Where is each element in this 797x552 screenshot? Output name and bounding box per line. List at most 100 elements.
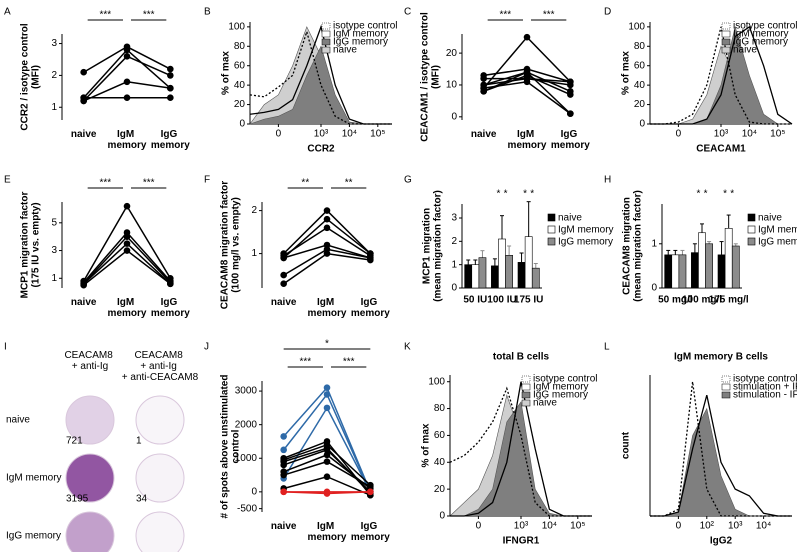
x-tick-label: IgG memory xyxy=(351,521,390,543)
y-tick-label: 1 xyxy=(651,238,657,249)
donor-point xyxy=(523,68,531,76)
panel-letter: A xyxy=(4,7,11,18)
bar xyxy=(724,228,733,289)
legend-label: IgG memory xyxy=(558,237,613,248)
donor-point xyxy=(167,84,174,92)
donor-point xyxy=(323,207,331,214)
significance-label: ** xyxy=(345,178,353,189)
y-tick-label: 1 xyxy=(51,102,57,113)
panel-letter: L xyxy=(604,342,610,353)
y-tick-label: 1 xyxy=(51,273,57,284)
y-tick-label: 80 xyxy=(234,41,246,52)
y-tick-label: 2000 xyxy=(235,419,258,430)
donor-point xyxy=(567,110,574,117)
legend-label: IgM memory xyxy=(733,29,789,40)
donor-point xyxy=(367,483,374,491)
bar xyxy=(498,238,506,289)
bar xyxy=(664,254,673,289)
panel-letter: J xyxy=(204,342,209,353)
y-tick-label: 60 xyxy=(434,430,446,441)
y-tick-label: 20 xyxy=(234,99,246,110)
y-tick-label: 2 xyxy=(51,70,57,81)
legend-swatch xyxy=(721,391,731,399)
x-tick-label: 175 mg/l xyxy=(709,295,749,306)
x-tick-label: 0 xyxy=(676,129,682,140)
well xyxy=(65,395,115,445)
spot-count: 1 xyxy=(136,436,142,447)
legend-label: naive xyxy=(758,213,782,224)
y-axis-label: control xyxy=(231,429,242,463)
legend-swatch xyxy=(747,225,756,234)
x-tick-label: 10⁵ xyxy=(370,129,385,140)
x-axis-label: CEACAM1 xyxy=(696,144,746,155)
x-tick-label: 10⁴ xyxy=(542,521,557,532)
y-tick-label: 0 xyxy=(439,511,445,522)
x-tick-label: IgM memory xyxy=(108,129,147,151)
y-axis-label: CEACAM8 migration xyxy=(622,197,633,295)
donor-point xyxy=(323,488,331,496)
donor-point xyxy=(367,488,374,496)
donor-point xyxy=(123,46,131,54)
y-tick-label: 20 xyxy=(434,484,446,495)
donor-point xyxy=(323,384,331,392)
y-tick-label: 0 xyxy=(239,119,245,130)
legend-swatch xyxy=(321,38,331,46)
x-tick-label: IgM memory xyxy=(308,297,347,319)
donor-point xyxy=(280,446,287,454)
bar xyxy=(478,257,487,289)
legend-swatch xyxy=(521,383,531,391)
donor-point xyxy=(323,224,331,232)
x-tick-label: IgM memory xyxy=(308,521,347,543)
donor-point xyxy=(123,240,131,247)
x-tick-label: 50 IU xyxy=(463,295,487,306)
legend-swatch xyxy=(547,237,556,246)
y-tick-label: 40 xyxy=(234,80,246,91)
legend-swatch xyxy=(747,213,756,222)
donor-point xyxy=(123,202,131,210)
y-tick-label: 1 xyxy=(451,259,457,270)
significance-label: * xyxy=(530,189,534,200)
donor-point xyxy=(123,247,131,254)
legend-label: IgG memory xyxy=(533,390,588,401)
y-axis-label: (mean migration factor) xyxy=(433,190,444,302)
donor-point xyxy=(280,488,287,496)
donor-point xyxy=(167,65,174,73)
legend-swatch xyxy=(721,383,731,391)
x-tick-label: 0 xyxy=(676,521,682,532)
x-tick-label: 10³ xyxy=(714,129,729,140)
bar xyxy=(691,252,699,289)
y-axis-label: CEACAM1 / isotype control xyxy=(420,12,431,142)
bar xyxy=(705,243,713,289)
legend-swatch xyxy=(321,30,331,38)
legend-label: naive xyxy=(533,398,557,409)
x-tick-label: IgM memory xyxy=(508,129,547,151)
significance-label: *** xyxy=(343,357,355,368)
well xyxy=(135,395,185,445)
x-tick-label: 10⁵ xyxy=(570,521,585,532)
donor-point xyxy=(523,78,531,86)
histogram-curve xyxy=(249,29,392,125)
y-tick-label: 80 xyxy=(434,403,446,414)
donor-point xyxy=(523,33,531,41)
y-axis-label: MCP1 migration factor xyxy=(20,192,31,299)
legend-label: IgM memory xyxy=(333,29,389,40)
well xyxy=(65,511,115,552)
y-tick-label: 10 xyxy=(446,80,458,91)
donor-point xyxy=(80,94,87,102)
donor-point xyxy=(280,471,287,479)
donor-point xyxy=(280,271,287,279)
x-tick-label: 0 xyxy=(476,521,482,532)
y-tick-label: 3 xyxy=(51,245,57,256)
significance-label: * xyxy=(704,189,708,200)
bar xyxy=(698,232,706,289)
legend-label: isotype control xyxy=(533,374,597,385)
y-tick-label: 1 xyxy=(251,248,257,259)
y-axis-label: % of max xyxy=(221,51,232,95)
row-label: IgG memory xyxy=(6,531,61,542)
panel-letter: B xyxy=(204,7,211,18)
well xyxy=(135,511,185,552)
x-tick-label: 10³ xyxy=(728,521,743,532)
well xyxy=(65,453,115,503)
donor-point xyxy=(280,433,287,440)
significance-label: *** xyxy=(99,10,111,21)
